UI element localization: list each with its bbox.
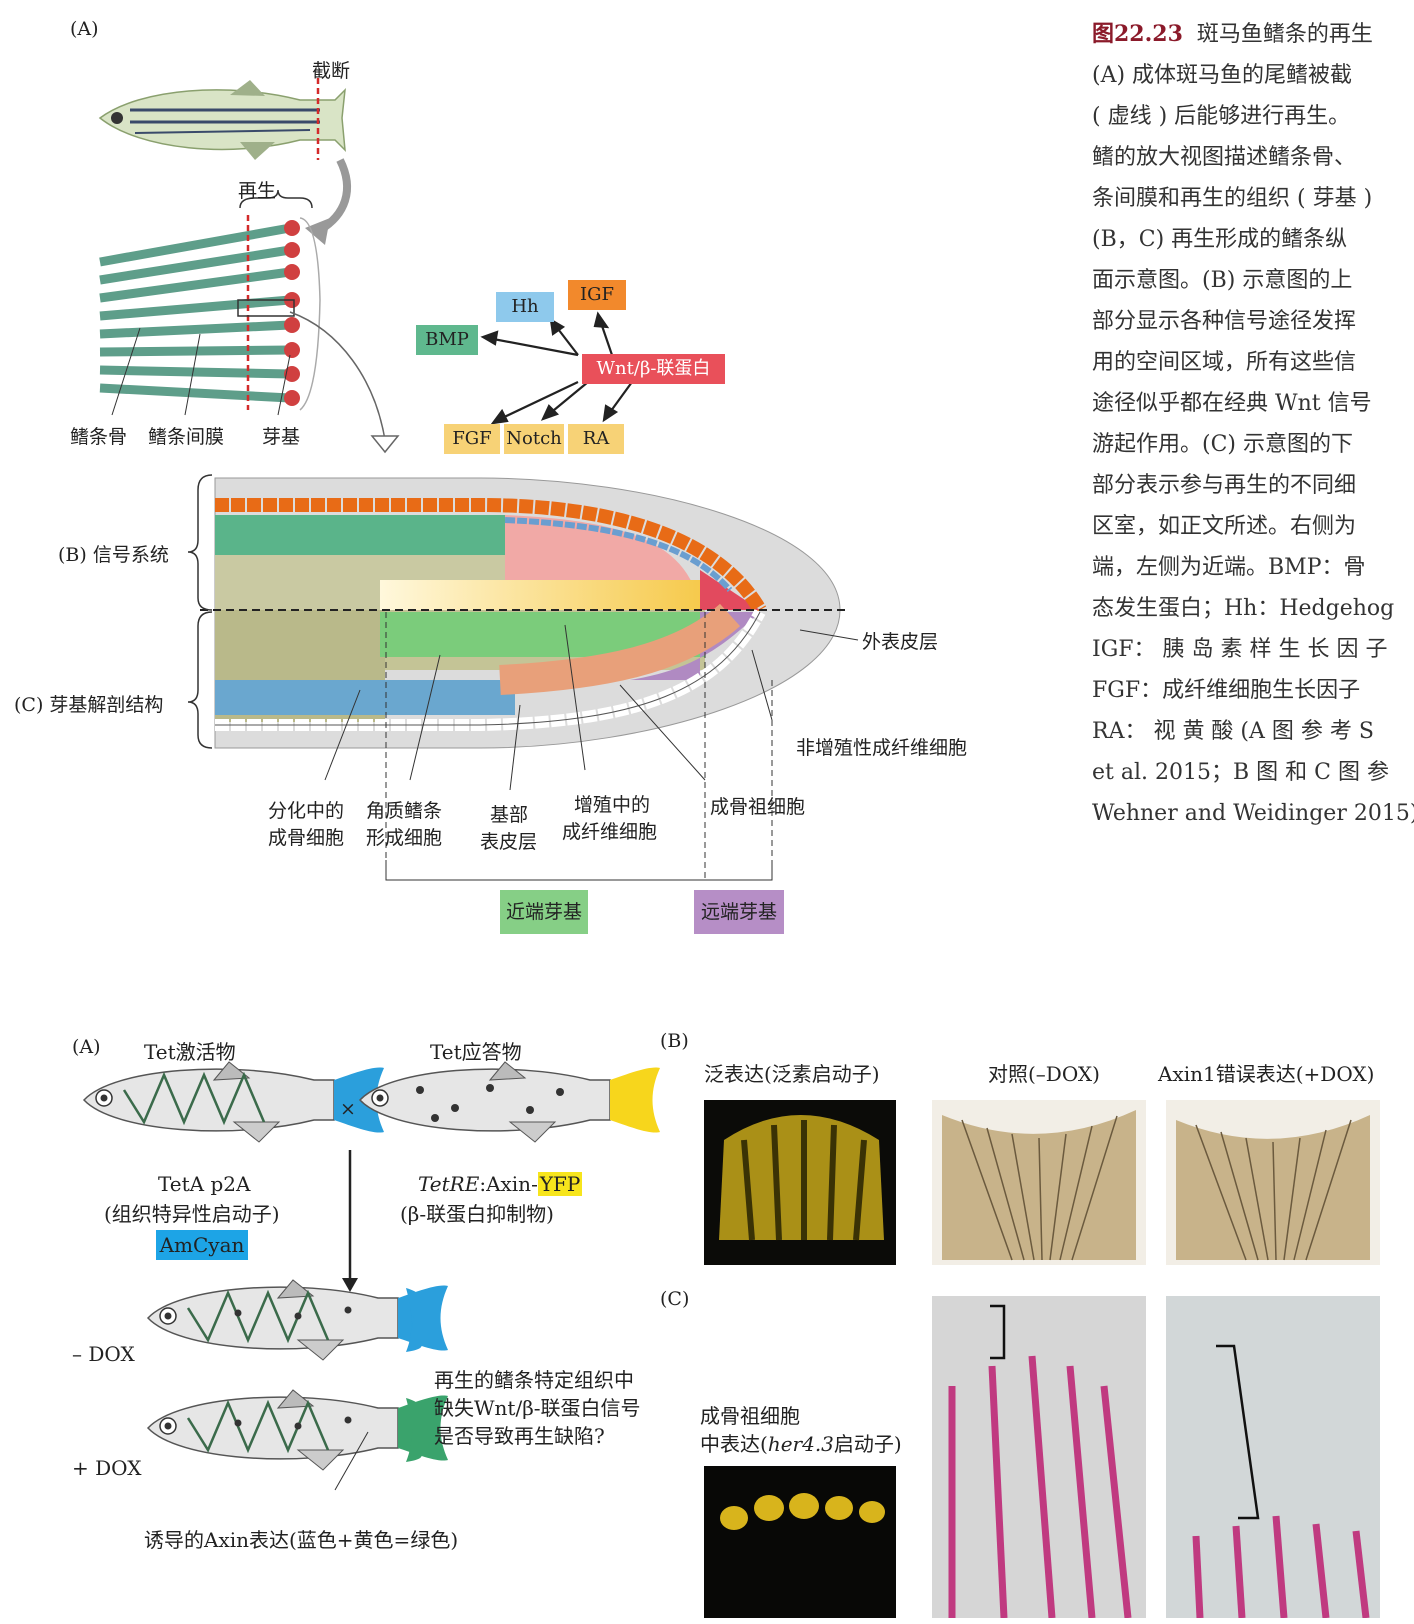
teta-p2a-label: TetA p2A xyxy=(158,1172,251,1196)
regen-label: 再生 xyxy=(238,180,277,202)
signal-wnt: Wnt/β-联蛋白 xyxy=(582,354,725,384)
osteo-expr-c: 启动子) xyxy=(833,1432,902,1456)
bottom-panel-b-label: (B) xyxy=(660,1030,689,1052)
proliferating-fibroblast-label-1: 增殖中的 xyxy=(574,794,651,816)
caption-line-15: IGF： 胰 岛 素 样 生 长 因 子 xyxy=(1092,637,1388,662)
nonprolif-fibroblast-label: 非增殖性成纤维细胞 xyxy=(796,737,968,759)
signal-fgf: FGF xyxy=(444,424,500,454)
signal-bmp: BMP xyxy=(416,325,478,355)
amcyan-badge: AmCyan xyxy=(156,1230,248,1260)
osteo-expr-gene: her4.3 xyxy=(767,1432,834,1456)
cut-label: 截断 xyxy=(312,60,351,82)
tetre-mid: :Axin- xyxy=(479,1172,538,1196)
figure-number: 图22.23 xyxy=(1092,21,1183,47)
caption-line-4: 条间膜和再生的组织 ( 芽基 ) xyxy=(1092,186,1373,211)
caption-line-13: 端，左侧为近端。BMP：骨 xyxy=(1092,555,1366,580)
question-line-2: 缺失Wnt/β-联蛋白信号 xyxy=(434,1396,641,1420)
tetre-axin-yfp-label: TetRE:Axin- YFP xyxy=(418,1172,583,1196)
caption-line-1: (A) 成体斑马鱼的尾鳍被截 xyxy=(1092,63,1353,88)
her43-yfp-image xyxy=(704,1466,896,1618)
top-fin-diagram xyxy=(98,78,859,881)
fin-ray-membrane-label: 鳍条间膜 xyxy=(148,426,225,448)
caption-line-18: et al. 2015；B 图 和 C 图 参 xyxy=(1092,760,1389,785)
fin-rays xyxy=(99,215,321,411)
distal-blastema-badge: 远端芽基 xyxy=(694,890,784,934)
activator-fish xyxy=(83,1061,384,1143)
caption-line-7: 部分显示各种信号途径发挥 xyxy=(1092,309,1357,334)
panel-b-signaling-label: (B) 信号系统 xyxy=(58,544,169,566)
signal-notch: Notch xyxy=(504,424,564,454)
tetre-italic: TetRE xyxy=(418,1172,480,1196)
axin1-stained-fin-photo xyxy=(1166,1296,1380,1618)
minus-dox-fish xyxy=(147,1279,448,1361)
cross-symbol: × xyxy=(340,1098,356,1120)
control-stained-fin-photo xyxy=(932,1296,1146,1618)
diff-osteoblast-label-2: 成骨细胞 xyxy=(268,827,345,849)
caption-line-12: 区室，如正文所述。右侧为 xyxy=(1092,514,1357,539)
axin1-label: Axin1错误表达(+DOX) xyxy=(1158,1062,1375,1086)
control-label: 对照(–DOX) xyxy=(988,1062,1100,1086)
caption-line-10: 游起作用。(C) 示意图的下 xyxy=(1092,432,1353,457)
question-line-3: 是否导致再生缺陷? xyxy=(434,1424,605,1448)
induced-axin-label: 诱导的Axin表达(蓝色+黄色=绿色) xyxy=(144,1528,459,1552)
plus-dox-label: + DOX xyxy=(72,1456,142,1480)
plus-dox-fish xyxy=(147,1389,448,1471)
bottom-panel-c-label: (C) xyxy=(660,1288,690,1310)
zebrafish-illustration xyxy=(98,78,346,160)
outer-epidermis-label: 外表皮层 xyxy=(862,631,939,653)
caption-line-8: 用的空间区域，所有这些信 xyxy=(1092,350,1357,375)
proximal-blastema-badge: 近端芽基 xyxy=(500,890,588,934)
caption-line-9: 途径似乎都在经典 Wnt 信号 xyxy=(1092,391,1372,416)
tissue-promoter-label: (组织特异性启动子) xyxy=(104,1202,280,1226)
blastema-label: 芽基 xyxy=(262,426,301,448)
actinotrichia-label-2: 形成细胞 xyxy=(366,827,443,849)
bottom-tet-diagram xyxy=(83,1061,660,1491)
caption-line-17: RA： 视 黄 酸 (A 图 参 考 S xyxy=(1092,719,1374,744)
top-panel-a-label: (A) xyxy=(70,18,99,40)
tet-activator-label: Tet激活物 xyxy=(144,1040,236,1064)
tet-responder-label: Tet应答物 xyxy=(430,1040,522,1064)
control-fin-photo xyxy=(932,1100,1146,1265)
axin1-fin-photo xyxy=(1166,1100,1380,1265)
minus-dox-label: – DOX xyxy=(72,1342,135,1366)
osteoprogenitor-expr-line-2: 中表达(her4.3启动子) xyxy=(700,1428,902,1457)
figure-caption: 图22.23 斑马鱼鳍条的再生 (A) 成体斑马鱼的尾鳍被截 ( 虚线 ) 后能够… xyxy=(1092,14,1414,834)
basal-epidermis-label-1: 基部 xyxy=(490,804,529,826)
caption-line-14: 态发生蛋白；Hh：Hedgehog xyxy=(1092,596,1395,621)
signal-ra: RA xyxy=(568,424,624,454)
basal-epidermis-label-2: 表皮层 xyxy=(480,831,538,853)
question-line-1: 再生的鳍条特定组织中 xyxy=(434,1368,634,1392)
bcat-inhibitor-label: (β-联蛋白抑制物) xyxy=(400,1202,554,1226)
osteo-expr-a: 中表达( xyxy=(700,1432,768,1456)
actinotrichia-label-1: 角质鳍条 xyxy=(366,800,443,822)
bottom-panel-a-label: (A) xyxy=(72,1036,101,1058)
osteoprogenitor-expr-line-1: 成骨祖细胞 xyxy=(700,1404,800,1428)
caption-line-11: 部分表示参与再生的不同细 xyxy=(1092,473,1357,498)
blastema-schematic xyxy=(187,474,859,881)
caption-line-5: (B，C) 再生形成的鳍条纵 xyxy=(1092,227,1348,252)
ubiquitous-label: 泛表达(泛素启动子) xyxy=(704,1062,880,1086)
caption-line-0: 斑马鱼鳍条的再生 xyxy=(1196,22,1373,47)
caption-line-16: FGF：成纤维细胞生长因子 xyxy=(1092,678,1361,703)
yfp-highlight: YFP xyxy=(537,1172,583,1196)
proliferating-fibroblast-label-2: 成纤维细胞 xyxy=(562,821,658,843)
panel-c-anatomy-label: (C) 芽基解剖结构 xyxy=(14,694,164,716)
diff-osteoblast-label-1: 分化中的 xyxy=(268,800,345,822)
caption-line-6: 面示意图。(B) 示意图的上 xyxy=(1092,268,1353,293)
caption-line-19: Wehner and Weidinger 2015) xyxy=(1092,801,1414,826)
signal-igf: IGF xyxy=(568,280,626,310)
caption-line-3: 鳍的放大视图描述鳍条骨、 xyxy=(1092,145,1357,170)
ubiquitous-yfp-image xyxy=(704,1100,896,1265)
osteoprogenitor-label: 成骨祖细胞 xyxy=(710,796,806,818)
signal-hh: Hh xyxy=(496,292,554,322)
responder-fish xyxy=(359,1061,660,1143)
fin-ray-bone-label: 鳍条骨 xyxy=(70,426,128,448)
caption-line-2: ( 虚线 ) 后能够进行再生。 xyxy=(1092,104,1351,129)
